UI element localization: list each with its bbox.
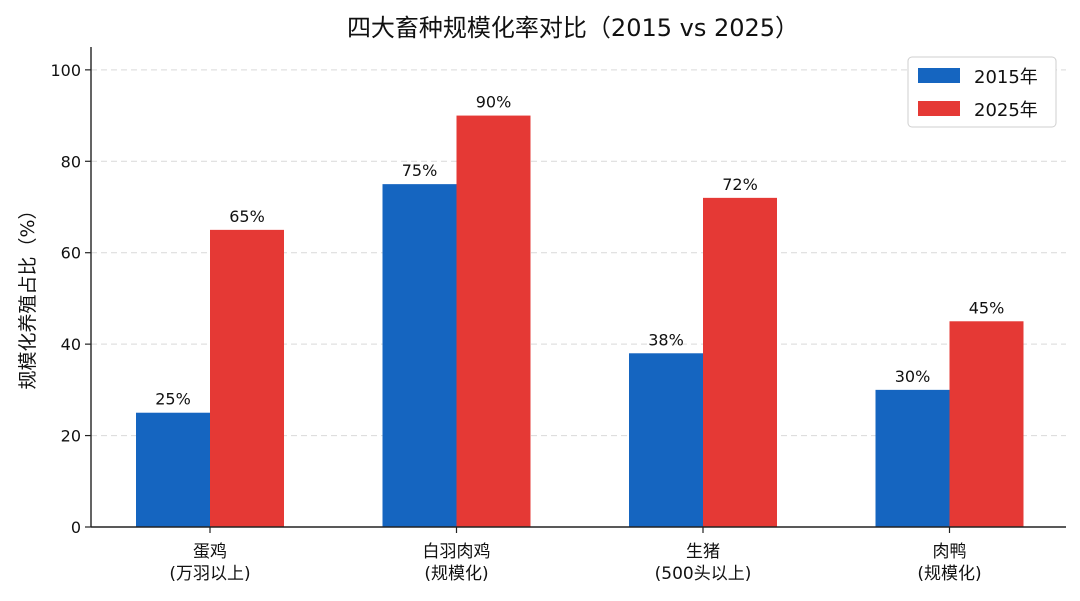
y-tick-label: 40 [61, 335, 81, 354]
data-label: 30% [895, 367, 931, 386]
data-label: 65% [229, 207, 265, 226]
bar-2015-3 [875, 389, 950, 527]
bar-2015-1 [382, 184, 457, 527]
bar-2025-2 [703, 197, 777, 527]
axes [90, 47, 1066, 528]
category-sublabel: (规模化) [424, 564, 488, 584]
y-axis-label: 规模化养殖占比（%） [17, 200, 39, 389]
y-tick-label: 60 [61, 244, 81, 263]
legend-label: 2025年 [974, 100, 1038, 121]
legend-swatch [918, 68, 960, 83]
bars: 25% 75% 38% 30% 65% 90% 72% 45% [136, 93, 1024, 528]
category-label: 白羽肉鸡 [423, 542, 491, 562]
data-label: 90% [476, 93, 512, 112]
bar-2025-3 [949, 321, 1024, 527]
legend-swatch [918, 101, 960, 116]
data-label: 75% [402, 161, 438, 180]
chart-title: 四大畜种规模化率对比（2015 vs 2025） [347, 14, 799, 42]
data-label: 38% [648, 330, 684, 349]
y-tick-label: 0 [71, 518, 81, 537]
x-categories: 蛋鸡(万羽以上)白羽肉鸡(规模化)生猪(500头以上)肉鸭(规模化) [169, 527, 982, 584]
bar-2025-1 [456, 115, 531, 528]
legend-label: 2015年 [974, 67, 1038, 88]
legend: 2015年 2025年 [907, 56, 1057, 128]
category-label: 蛋鸡 [193, 542, 227, 562]
data-label: 45% [969, 298, 1005, 317]
y-tick-label: 20 [61, 427, 81, 446]
category-label: 生猪 [686, 542, 720, 562]
bar-2025-0 [210, 229, 284, 527]
category-sublabel: (500头以上) [655, 564, 752, 584]
data-label: 72% [722, 175, 758, 194]
y-tick-label: 100 [50, 61, 81, 80]
bar-2015-0 [136, 412, 210, 527]
bar-2015-2 [629, 353, 703, 527]
category-sublabel: (万羽以上) [169, 564, 250, 584]
y-tick-label: 80 [61, 152, 81, 171]
y-ticks: 0 20 40 60 80 100 [50, 61, 91, 537]
category-label: 肉鸭 [933, 542, 967, 562]
category-sublabel: (规模化) [917, 564, 981, 584]
data-label: 25% [155, 390, 191, 409]
